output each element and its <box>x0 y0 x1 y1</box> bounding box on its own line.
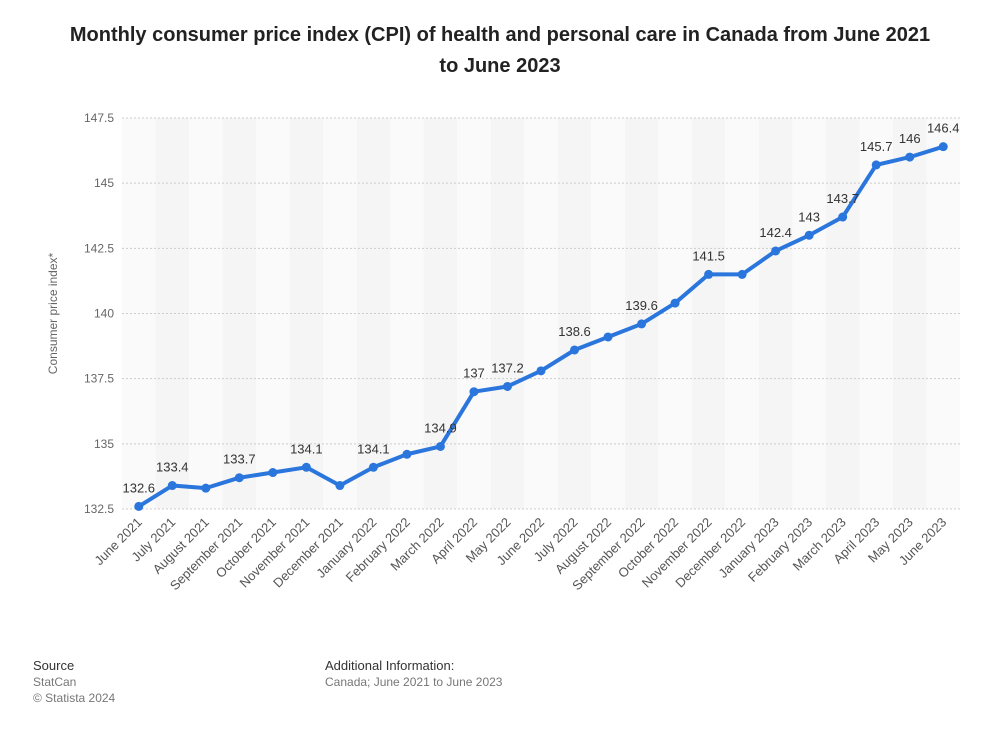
point <box>167 481 177 491</box>
point <box>737 269 747 279</box>
point <box>301 462 311 472</box>
band-bg <box>792 118 826 509</box>
data-label: 134.1 <box>357 441 390 456</box>
band-bg <box>624 118 659 509</box>
point <box>670 298 680 308</box>
point <box>502 381 512 391</box>
point <box>704 269 714 279</box>
data-label: 137 <box>463 366 485 381</box>
data-label: 146.4 <box>927 121 960 136</box>
info-block: Additional Information: Canada; June 202… <box>325 658 502 690</box>
point <box>335 481 345 491</box>
point <box>905 152 915 162</box>
data-label: 141.5 <box>692 248 725 263</box>
source-block: Source StatCan © Statista 2024 <box>33 658 115 706</box>
y-tick-label: 147.5 <box>84 111 114 125</box>
source-heading: Source <box>33 658 75 673</box>
point <box>469 387 479 397</box>
data-label: 138.6 <box>558 324 591 339</box>
band-bg <box>892 118 927 509</box>
band-bg <box>155 118 190 509</box>
band-bg <box>524 118 558 509</box>
copyright: © Statista 2024 <box>33 691 116 705</box>
data-label: 133.4 <box>156 460 189 475</box>
point <box>637 319 647 329</box>
point <box>368 462 378 472</box>
y-tick-label: 145 <box>94 176 114 190</box>
point <box>435 441 445 451</box>
y-axis-label: Consumer price index* <box>46 252 60 374</box>
point <box>234 473 244 483</box>
point <box>201 483 211 493</box>
point <box>402 449 412 459</box>
point <box>536 366 546 376</box>
band-bg <box>691 118 726 509</box>
point <box>603 332 613 342</box>
y-tick-label: 142.5 <box>84 241 114 255</box>
point <box>570 345 580 355</box>
data-label: 143 <box>798 209 820 224</box>
y-tick-label: 132.5 <box>84 502 114 516</box>
data-label: 145.7 <box>860 139 893 154</box>
data-label: 139.6 <box>625 298 658 313</box>
y-tick-label: 137.5 <box>84 372 114 386</box>
point <box>838 212 848 222</box>
band-bg <box>256 118 290 509</box>
data-label: 142.4 <box>759 225 792 240</box>
data-label: 133.7 <box>223 452 256 467</box>
point <box>938 142 948 152</box>
point <box>871 160 881 170</box>
point <box>134 501 144 511</box>
source: StatCan <box>33 675 77 689</box>
y-tick-label: 140 <box>94 307 114 321</box>
data-label: 132.6 <box>122 480 155 495</box>
data-label: 134.9 <box>424 420 457 435</box>
chart-title: Monthly consumer price index (CPI) of he… <box>69 24 931 77</box>
data-label: 143.7 <box>826 191 859 206</box>
point <box>804 230 814 240</box>
data-label: 146 <box>899 131 921 146</box>
y-tick-label: 135 <box>94 437 114 451</box>
data-label: 137.2 <box>491 360 524 375</box>
info-heading: Additional Information: <box>325 658 455 673</box>
point <box>268 468 278 478</box>
data-label: 134.1 <box>290 441 323 456</box>
point <box>771 246 781 256</box>
info: Canada; June 2021 to June 2023 <box>325 675 503 689</box>
